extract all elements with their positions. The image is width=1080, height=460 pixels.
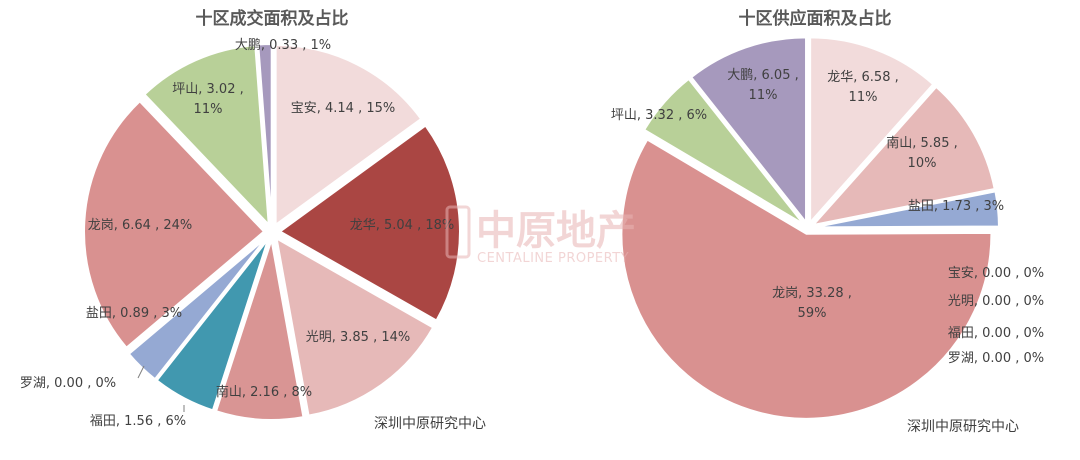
data-label-龙华: 龙华, 5.04 , 18% (350, 218, 455, 233)
data-label-罗湖: 罗湖, 0.00 , 0% (20, 376, 116, 391)
source-note: 深圳中原研究中心 (374, 416, 486, 432)
transaction-pie-chart: 十区成交面积及占比 宝安, 4.14 , 15% 龙华, 5.04 , 18% 光明… (20, 8, 486, 432)
pie-slice-龙华 (278, 124, 461, 322)
data-label-福田: 福田, 0.00 , 0% (948, 326, 1044, 341)
data-label-龙岗: 龙岗, 6.64 , 24% (88, 218, 193, 233)
pie-data-labels: 龙华, 6.58 , 11% 南山, 5.85 , 10% 盐田, 1.73 , 3% 宝… (611, 68, 1044, 366)
source-note: 深圳中原研究中心 (907, 419, 1019, 435)
pie-slice-大鹏 (689, 36, 808, 226)
pie-slice-龙华 (809, 36, 935, 226)
pie-slice-大鹏 (257, 43, 273, 225)
data-label-南山: 南山, 2.16 , 8% (216, 384, 312, 400)
data-label-坪山: 坪山, 3.02 , 11% (172, 82, 243, 117)
pie-slice-坪山 (642, 77, 805, 225)
watermark-brand-cn: 中原地产 (476, 208, 636, 254)
watermark-brand-en: CENTALINE PROPERTY (477, 251, 629, 266)
data-label-盐田: 盐田, 0.89 , 3% (86, 306, 182, 321)
pie-slice-盐田 (127, 236, 268, 381)
pie-slice-光明 (275, 236, 435, 417)
data-label-南山: 南山, 5.85 , 10% (886, 135, 957, 171)
data-label-宝安: 宝安, 0.00 , 0% (948, 266, 1044, 281)
centaline-watermark: 中原地产 CENTALINE PROPERTY (445, 205, 636, 266)
data-label-大鹏: 大鹏, 0.33 , 1% (235, 38, 331, 53)
pie-slice-盐田 (813, 190, 1000, 229)
data-label-宝安: 宝安, 4.14 , 15% (291, 101, 396, 116)
pie-slices (83, 43, 461, 421)
pie-slice-南山 (214, 239, 305, 421)
pie-slices (620, 36, 1000, 420)
chart-title: 十区供应面积及占比 (739, 8, 892, 29)
pie-slice-南山 (810, 85, 996, 227)
pie-slice-龙岗 (620, 138, 993, 420)
data-label-坪山: 坪山, 3.32 , 6% (611, 108, 707, 123)
data-label-福田: 福田, 1.56 , 6% (90, 414, 186, 429)
leader-line (137, 365, 145, 379)
pie-data-labels: 宝安, 4.14 , 15% 龙华, 5.04 , 18% 光明, 3.85 , 1… (20, 38, 454, 429)
pie-slice-龙岗 (83, 99, 266, 350)
chart-title: 十区成交面积及占比 (196, 8, 349, 29)
data-label-光明: 光明, 0.00 , 0% (948, 294, 1044, 309)
data-label-龙华: 龙华, 6.58 , 11% (827, 70, 898, 105)
watermark-logo-icon (445, 205, 471, 259)
pie-slice-坪山 (143, 44, 270, 228)
data-label-盐田: 盐田, 1.73 , 3% (908, 199, 1004, 214)
supply-pie-chart: 十区供应面积及占比 龙华, 6.58 , 11% 南山, 5.85 , 10% 盐田, … (611, 8, 1044, 435)
data-label-大鹏: 大鹏, 6.05 , 11% (727, 68, 798, 103)
data-label-罗湖: 罗湖, 0.00 , 0% (948, 351, 1044, 366)
pie-slice-福田 (155, 238, 270, 412)
pie-slice-宝安 (274, 43, 423, 227)
data-label-光明: 光明, 3.85 , 14% (306, 330, 411, 345)
data-label-龙岗: 龙岗, 33.28 , 59% (772, 286, 852, 321)
